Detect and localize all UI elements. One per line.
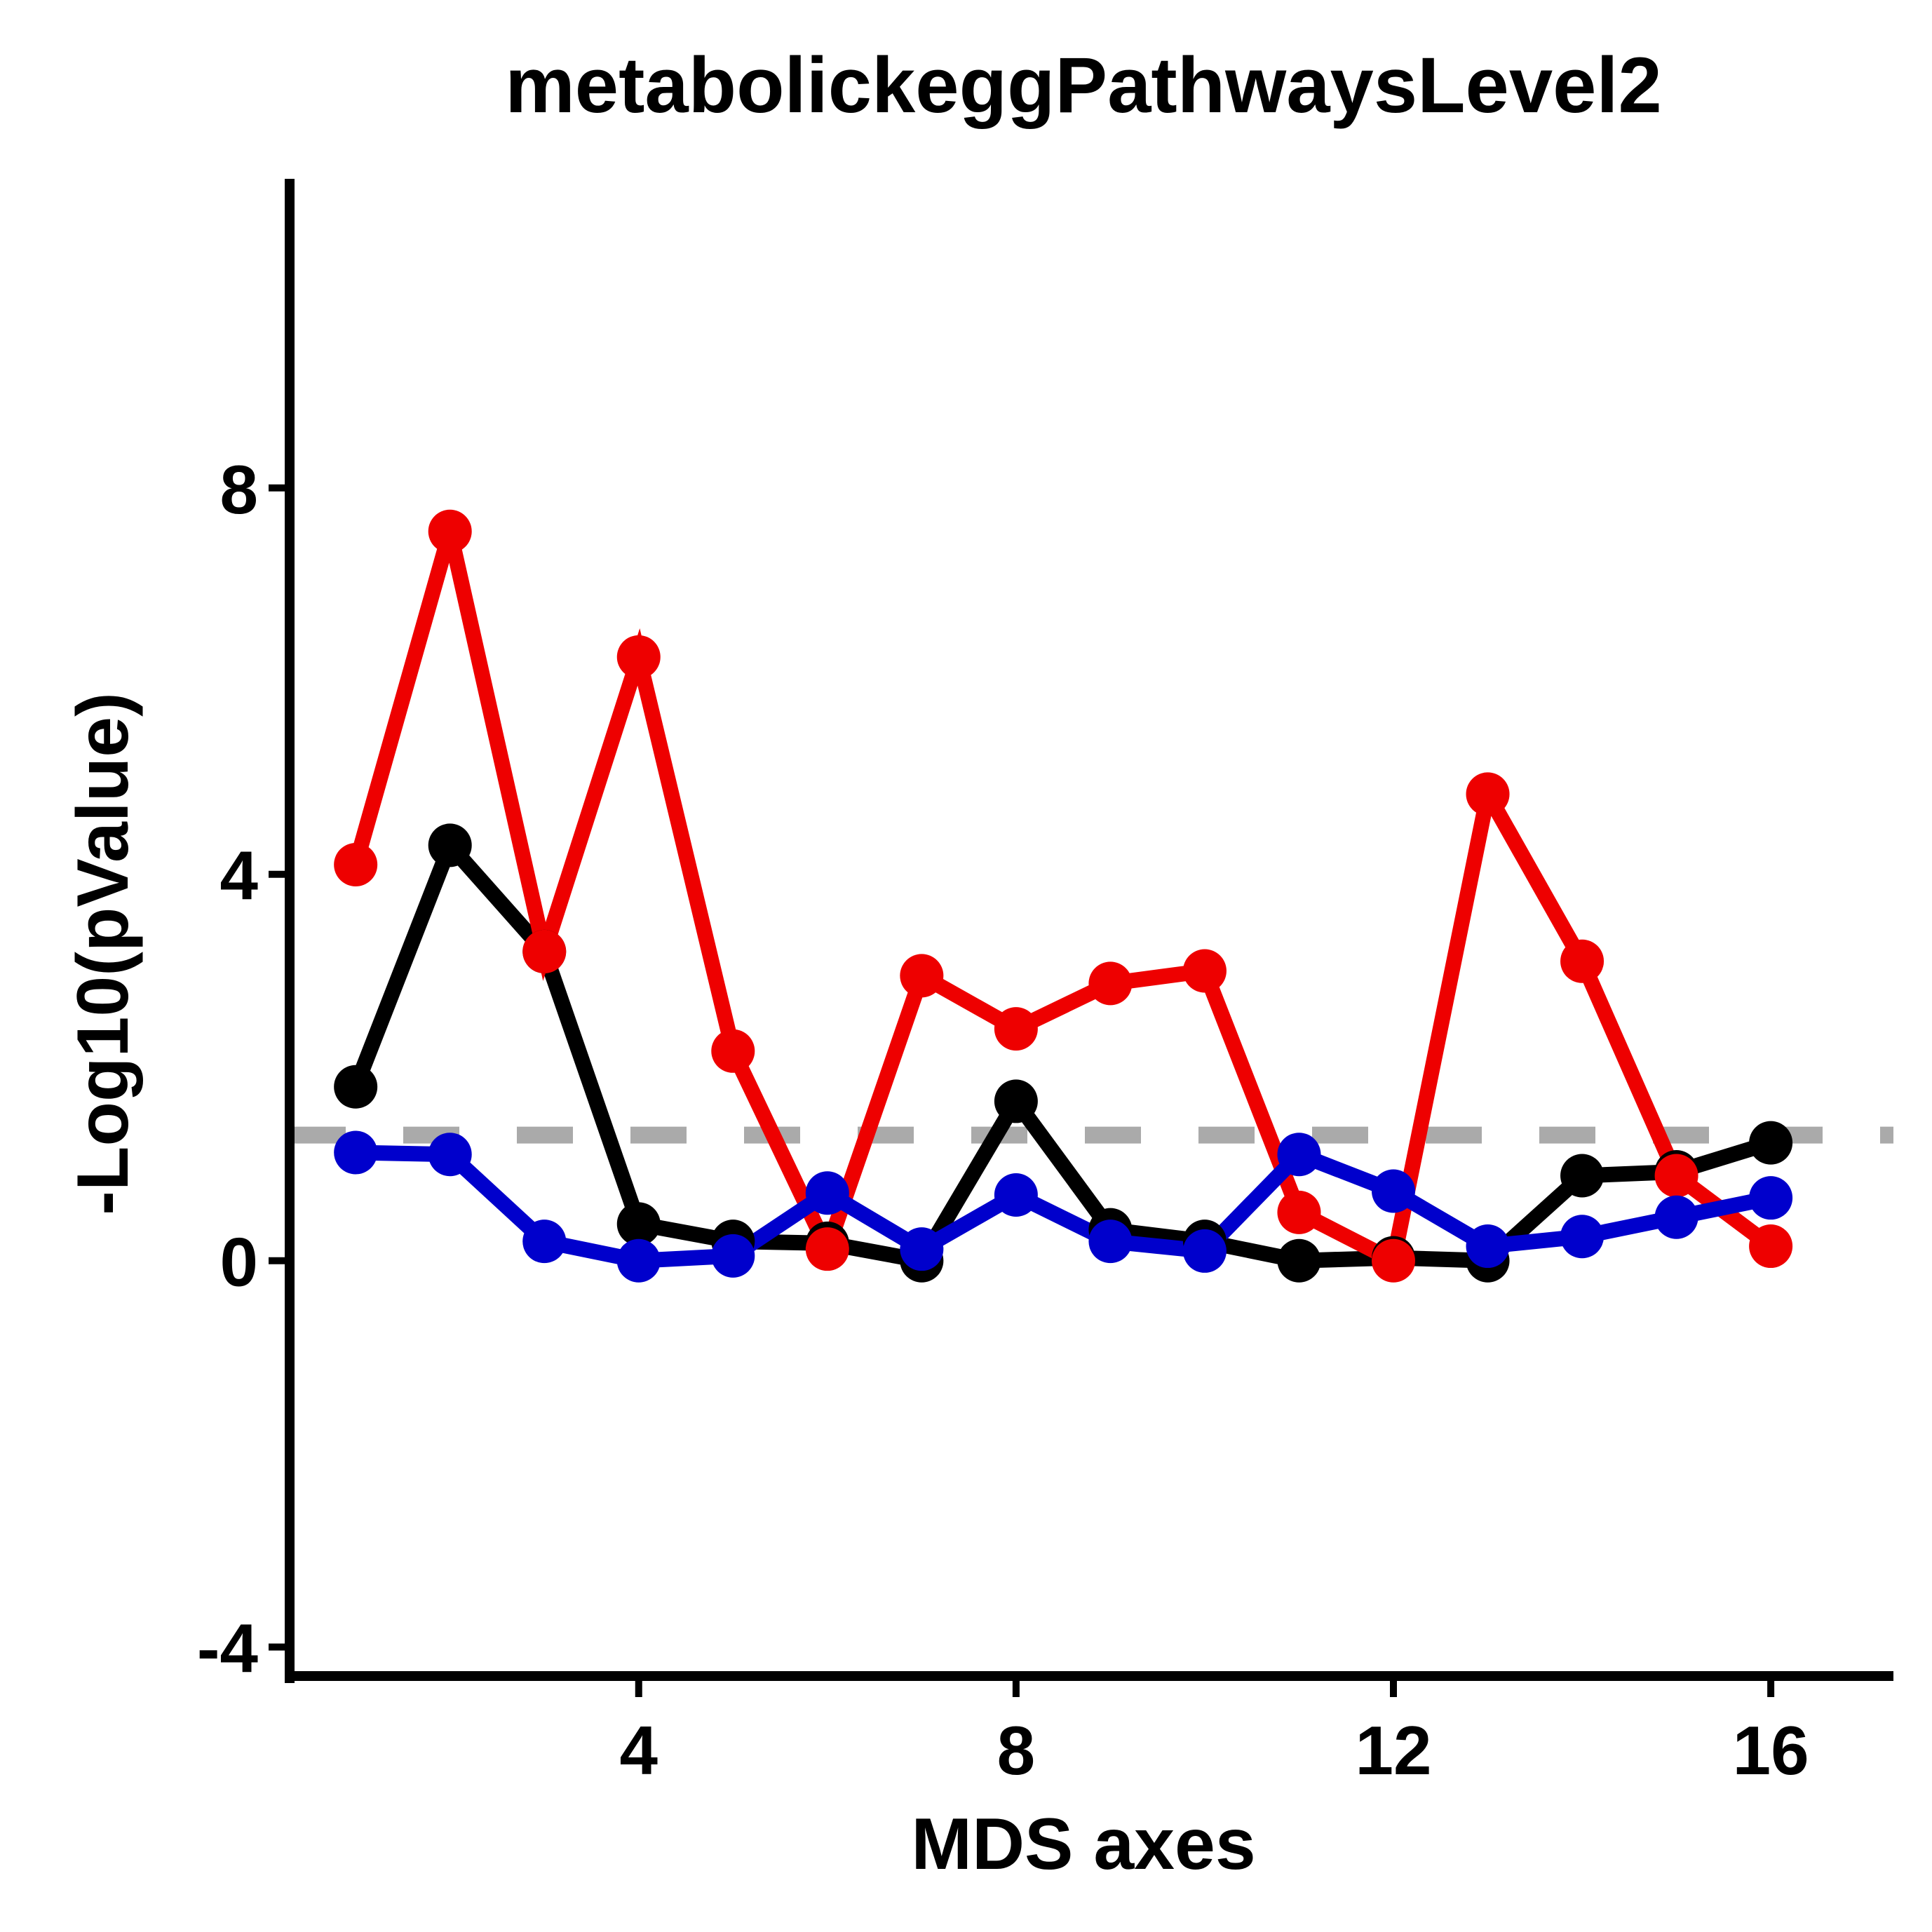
series-2-point-3 [522,929,567,973]
series-1-point-11 [1277,1238,1321,1283]
series-3-point-3 [522,1220,567,1264]
y-tick-label: 0 [219,1224,258,1301]
series-2-point-10 [1182,949,1227,993]
x-tick-label: 8 [997,1712,1036,1789]
series-1-point-8 [994,1079,1038,1123]
x-axis: 4 8 12 16 [285,1671,1893,1789]
series-3-point-7 [900,1227,944,1271]
series-3-point-9 [1088,1220,1133,1264]
series-2-point-15 [1654,1154,1698,1198]
series-1-point-2 [428,823,472,867]
series-3-point-4 [616,1238,661,1283]
x-tick-label: 16 [1733,1712,1809,1789]
series-3-point-14 [1560,1215,1605,1259]
series-3-point-15 [1654,1195,1698,1239]
series-2-point-7 [900,954,944,998]
y-tick-label: 8 [219,451,258,528]
series-3-point-6 [805,1171,849,1215]
series-1-point-4 [616,1202,661,1246]
series-2-point-13 [1466,772,1510,816]
series-3-point-2 [428,1133,472,1177]
series-3-point-16 [1749,1176,1793,1220]
series-2-point-2 [428,509,472,553]
series-3-point-13 [1466,1224,1510,1269]
series-3-point-11 [1277,1133,1321,1177]
series-2-point-6 [805,1227,849,1271]
series-2-point-1 [334,842,378,886]
series-1-point-14 [1560,1154,1605,1198]
x-axis-label: MDS axes [911,1804,1255,1885]
y-axis-label: -Log10(pValue) [62,692,144,1215]
x-tick-label: 4 [620,1712,658,1789]
y-axis: -4 0 4 8 [197,179,295,1687]
series-2-point-5 [711,1029,755,1073]
x-tick-label: 12 [1355,1712,1431,1789]
series-1-point-1 [334,1065,378,1109]
y-tick-label: 4 [219,837,258,914]
y-tick-label: -4 [197,1610,258,1687]
series-line-1 [348,830,1774,1269]
series-2-point-4 [616,635,661,679]
series-3-point-10 [1182,1229,1227,1273]
series-3-point-5 [711,1234,755,1278]
series-1-point-16 [1749,1121,1793,1165]
series-line-3 [355,1144,1773,1269]
series-line-2 [348,529,1776,1273]
plot-area [290,509,1893,1283]
series-2-point-11 [1277,1190,1321,1234]
series-2-point-8 [994,1007,1038,1051]
series-3-point-12 [1371,1169,1415,1213]
series-2-point-9 [1088,961,1133,1006]
series-2-point-12 [1371,1238,1415,1283]
series-2-point-14 [1560,939,1605,983]
chart-title: metabolickeggPathwaysLevel2 [505,41,1662,129]
series-3-point-8 [994,1173,1038,1217]
series-2-point-16 [1749,1224,1793,1269]
series-3-point-1 [334,1130,378,1175]
